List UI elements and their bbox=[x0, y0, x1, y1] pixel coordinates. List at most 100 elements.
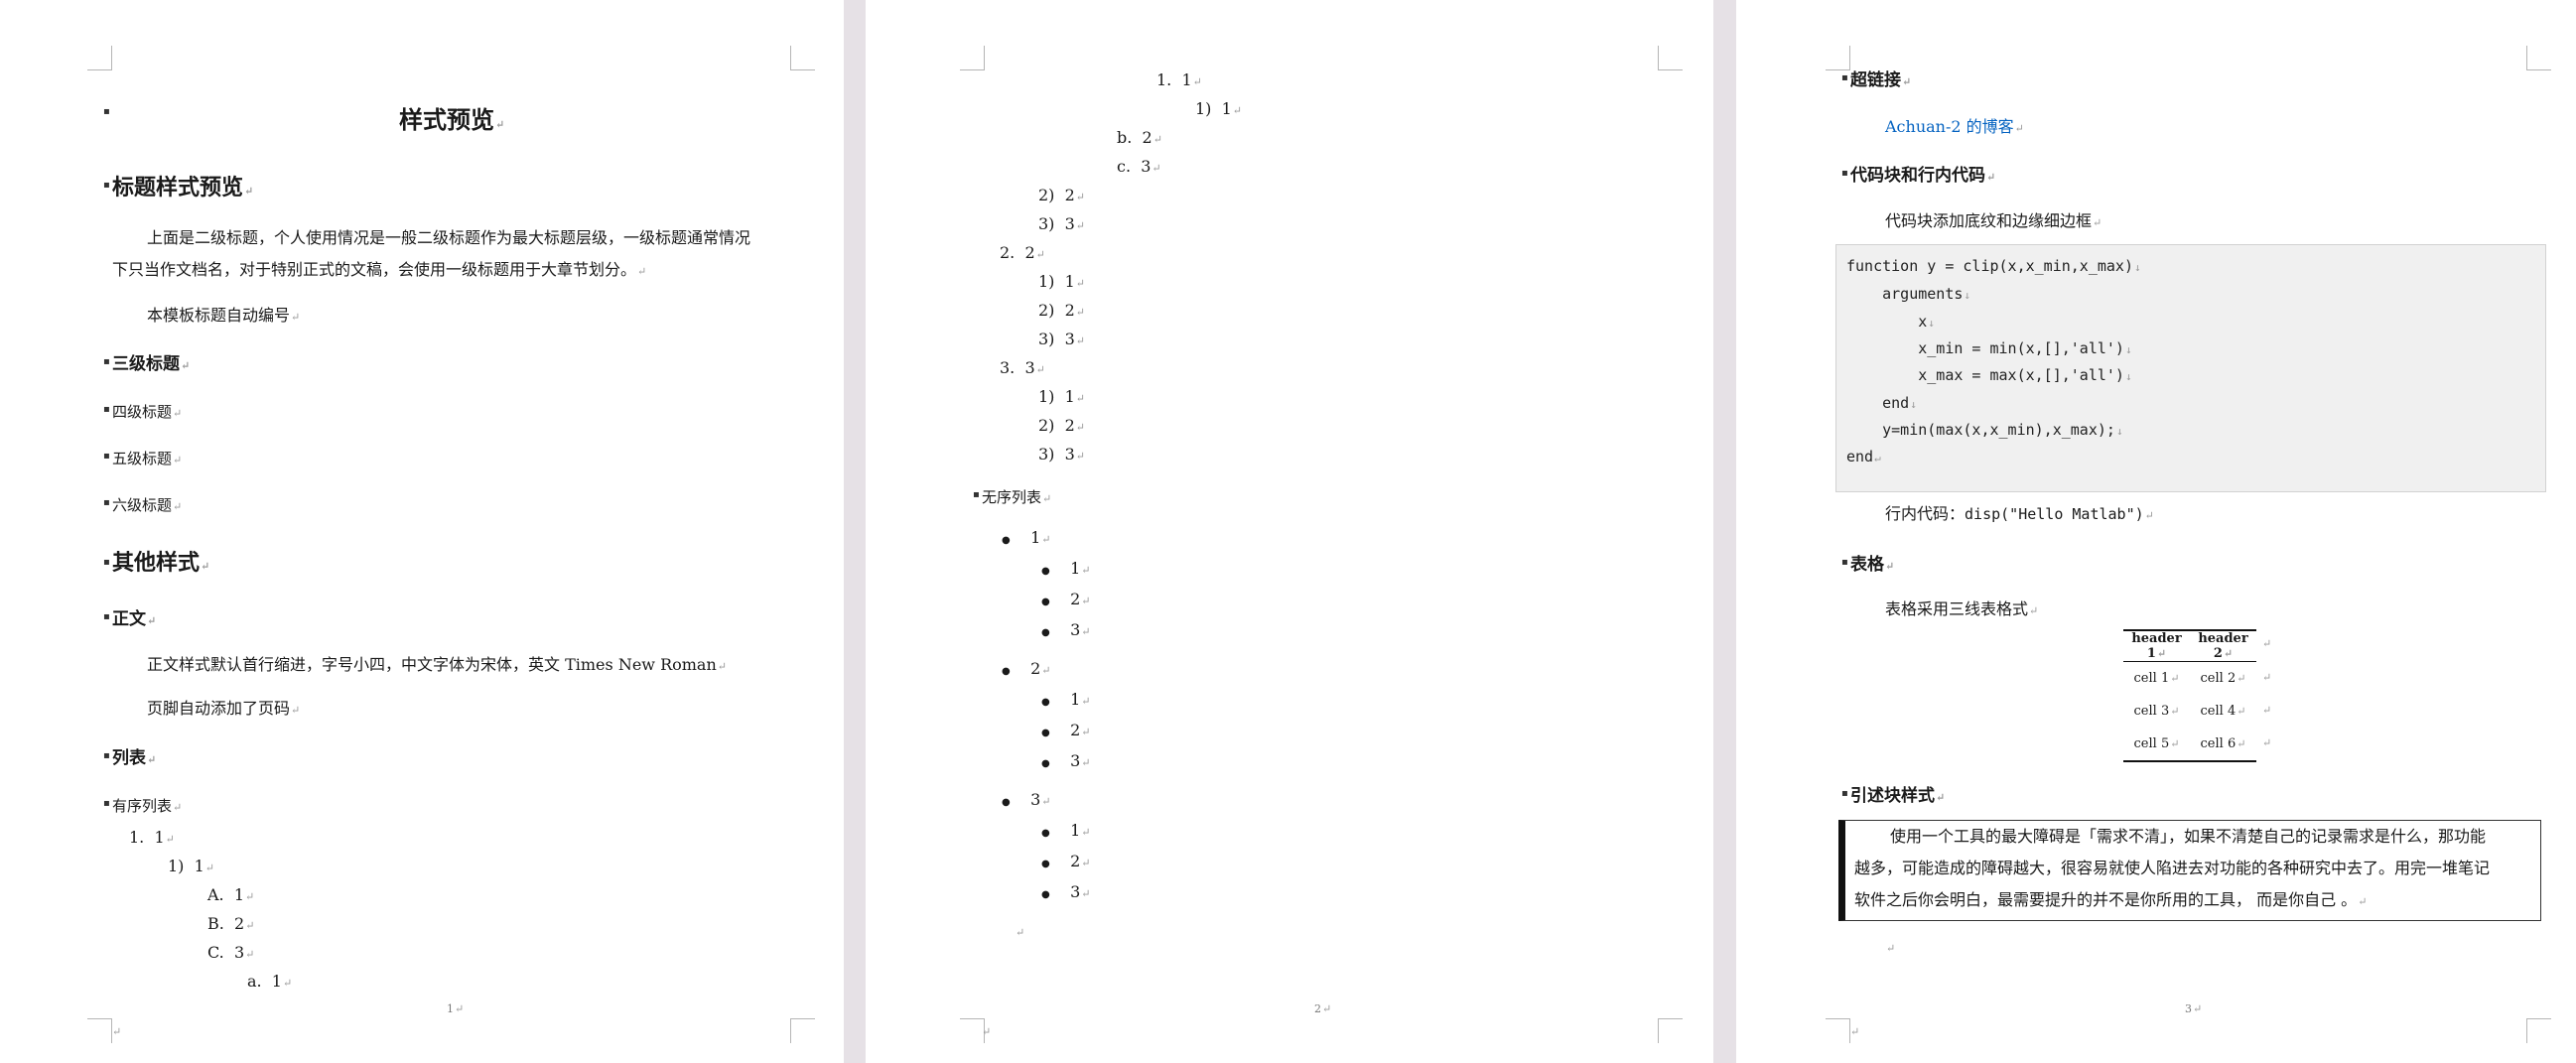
heading-table[interactable]: 表格↵ bbox=[1850, 555, 1895, 575]
table-cell: cell 6↵ bbox=[2200, 736, 2246, 751]
list-item[interactable]: 3. 3↵ bbox=[1000, 358, 1045, 377]
footer-paragraph-mark: ↵ bbox=[1850, 1025, 1860, 1038]
paragraph-marker: ▪ bbox=[103, 497, 110, 508]
body-paragraph[interactable]: 页脚自动添加了页码↵ bbox=[147, 699, 301, 718]
table-row: cell 3↵ cell 4↵ bbox=[2123, 695, 2256, 728]
body-paragraph[interactable]: 表格采用三线表格式↵ bbox=[1885, 599, 2039, 618]
heading-ordered-list[interactable]: 有序列表↵ bbox=[112, 797, 183, 815]
list-item[interactable]: B. 2↵ bbox=[207, 914, 255, 933]
body-paragraph[interactable]: 代码块添加底纹和边缘细边框↵ bbox=[1885, 211, 2102, 230]
paragraph-marker: ▪ bbox=[1841, 557, 1848, 568]
blockquote-line: 软件之后你会明白，最需要提升的并不是你所用的工具， 而是你自己 。↵ bbox=[1854, 890, 2368, 909]
paragraph-marker: ▪ bbox=[103, 180, 110, 191]
page-corner-mark bbox=[1658, 1018, 1683, 1043]
code-line: function y = clip(x,x_min,x_max)↓ bbox=[1846, 257, 2141, 275]
body-paragraph-line[interactable]: 上面是二级标题，个人使用情况是一般二级标题作为最大标题层级，一级标题通常情况 bbox=[147, 228, 751, 247]
list-item[interactable]: ● 2↵ bbox=[1002, 659, 1051, 678]
code-line: x↓ bbox=[1846, 313, 1935, 331]
list-item[interactable]: 3) 3↵ bbox=[1038, 214, 1085, 233]
body-paragraph-line[interactable]: 下只当作文档名，对于特别正式的文稿，会使用一级标题用于大章节划分。↵ bbox=[112, 260, 647, 279]
list-item[interactable]: 3) 3↵ bbox=[1038, 330, 1085, 348]
list-item[interactable]: ● 1↵ bbox=[1041, 559, 1091, 578]
page-corner-mark bbox=[960, 46, 985, 70]
heading-level-3[interactable]: 三级标题↵ bbox=[112, 354, 191, 374]
paragraph-marker: ▪ bbox=[103, 750, 110, 761]
heading-code[interactable]: 代码块和行内代码↵ bbox=[1850, 166, 1996, 186]
document-page-1: ▪ 样式预览↵ ▪ 标题样式预览↵ 上面是二级标题，个人使用情况是一般二级标题作… bbox=[0, 0, 844, 1063]
table-row: cell 1↵ cell 2↵ bbox=[2123, 662, 2256, 696]
blockquote-line: 使用一个工具的最大障碍是「需求不清」，如果不清楚自己的记录需求是什么，那功能 bbox=[1890, 827, 2487, 846]
list-item[interactable]: 1. 1↵ bbox=[129, 828, 175, 847]
heading-hyperlink[interactable]: 超链接↵ bbox=[1850, 70, 1912, 90]
empty-paragraph[interactable]: ↵ bbox=[1016, 926, 1025, 939]
list-item[interactable]: ● 3↵ bbox=[1041, 751, 1091, 770]
code-line: y=min(max(x,x_min),x_max);↓ bbox=[1846, 421, 2123, 439]
list-item[interactable]: ● 2↵ bbox=[1041, 721, 1091, 739]
heading-list[interactable]: 列表↵ bbox=[112, 748, 157, 768]
table-cell: cell 4↵ bbox=[2200, 704, 2246, 719]
table-cell: cell 3↵ bbox=[2133, 704, 2180, 719]
three-line-table[interactable]: header 1↵ header 2↵ cell 1↵ cell 2↵ cell… bbox=[2123, 629, 2256, 762]
paragraph-marker: ▪ bbox=[103, 798, 110, 809]
list-item[interactable]: 1) 1↵ bbox=[1195, 99, 1242, 118]
list-item[interactable]: ● 1↵ bbox=[1002, 528, 1051, 547]
heading-body[interactable]: 正文↵ bbox=[112, 609, 157, 629]
table-cell: cell 1↵ bbox=[2133, 671, 2180, 686]
list-item[interactable]: 1) 1↵ bbox=[168, 857, 214, 875]
paragraph-marker: ▪ bbox=[103, 451, 110, 462]
list-item[interactable]: 2. 2↵ bbox=[1000, 243, 1045, 262]
footer-paragraph-mark: ↵ bbox=[982, 1025, 992, 1038]
body-paragraph[interactable]: 本模板标题自动编号↵ bbox=[147, 306, 301, 325]
footer-paragraph-mark: ↵ bbox=[112, 1025, 122, 1038]
list-item[interactable]: 3) 3↵ bbox=[1038, 445, 1085, 464]
paragraph-marker: ▪ bbox=[1841, 72, 1848, 83]
list-item[interactable]: ● 3↵ bbox=[1002, 790, 1051, 809]
document-title[interactable]: 样式预览↵ bbox=[399, 105, 505, 134]
heading-other-styles[interactable]: 其他样式↵ bbox=[112, 550, 210, 576]
row-end-mark: ↵ bbox=[2262, 671, 2272, 684]
list-item[interactable]: c. 3↵ bbox=[1117, 157, 1161, 176]
paragraph-marker: ▪ bbox=[103, 356, 110, 367]
row-end-mark: ↵ bbox=[2262, 637, 2272, 650]
blockquote-line: 越多，可能造成的障碍越大，很容易就使人陷进去对功能的各种研究中去了。用完一堆笔记 bbox=[1854, 859, 2491, 877]
row-end-mark: ↵ bbox=[2262, 704, 2272, 717]
list-item[interactable]: 1) 1↵ bbox=[1038, 387, 1085, 406]
blockquote[interactable]: 使用一个工具的最大障碍是「需求不清」，如果不清楚自己的记录需求是什么，那功能 越… bbox=[1838, 820, 2541, 921]
empty-paragraph[interactable]: ↵ bbox=[1886, 942, 1896, 955]
heading-blockquote[interactable]: 引述块样式↵ bbox=[1850, 786, 1946, 806]
heading-level-5[interactable]: 五级标题↵ bbox=[112, 450, 183, 467]
inline-code-paragraph[interactable]: 行内代码：disp("Hello Matlab")↵ bbox=[1885, 504, 2154, 523]
page-corner-mark bbox=[1826, 46, 1850, 70]
inline-code: disp("Hello Matlab") bbox=[1965, 505, 2144, 523]
list-item[interactable]: 2) 2↵ bbox=[1038, 416, 1085, 435]
list-item[interactable]: 2) 2↵ bbox=[1038, 301, 1085, 320]
body-paragraph[interactable]: 正文样式默认首行缩进，字号小四，中文字体为宋体，英文 Times New Rom… bbox=[147, 655, 727, 674]
paragraph-marker: ▪ bbox=[103, 557, 110, 568]
code-block[interactable]: function y = clip(x,x_min,x_max)↓ argume… bbox=[1835, 244, 2546, 492]
heading-level-4[interactable]: 四级标题↵ bbox=[112, 403, 183, 421]
page-corner-mark bbox=[87, 46, 112, 70]
list-item[interactable]: b. 2↵ bbox=[1117, 128, 1162, 147]
page-corner-mark bbox=[87, 1018, 112, 1043]
list-item[interactable]: ● 2↵ bbox=[1041, 852, 1091, 870]
list-item[interactable]: C. 3↵ bbox=[207, 943, 255, 962]
list-item[interactable]: A. 1↵ bbox=[207, 885, 255, 904]
paragraph-marker: ▪ bbox=[103, 611, 110, 622]
list-item[interactable]: ● 1↵ bbox=[1041, 690, 1091, 709]
list-item[interactable]: ● 1↵ bbox=[1041, 821, 1091, 840]
heading-level-6[interactable]: 六级标题↵ bbox=[112, 496, 183, 514]
table-cell: cell 5↵ bbox=[2133, 736, 2180, 751]
heading-unordered-list[interactable]: 无序列表↵ bbox=[982, 488, 1052, 506]
page-number: 1↵ bbox=[447, 1002, 465, 1015]
hyperlink-blog[interactable]: Achuan-2 的博客↵ bbox=[1885, 117, 2024, 136]
list-item[interactable]: 1. 1↵ bbox=[1156, 70, 1202, 89]
paragraph-marker: ▪ bbox=[103, 404, 110, 415]
list-item[interactable]: ● 3↵ bbox=[1041, 620, 1091, 639]
list-item[interactable]: a. 1↵ bbox=[247, 972, 293, 991]
list-item[interactable]: ● 2↵ bbox=[1041, 590, 1091, 608]
list-item[interactable]: ● 3↵ bbox=[1041, 882, 1091, 901]
page-corner-mark bbox=[1658, 46, 1683, 70]
heading-title-preview[interactable]: 标题样式预览↵ bbox=[112, 175, 254, 200]
list-item[interactable]: 2) 2↵ bbox=[1038, 186, 1085, 204]
list-item[interactable]: 1) 1↵ bbox=[1038, 272, 1085, 291]
